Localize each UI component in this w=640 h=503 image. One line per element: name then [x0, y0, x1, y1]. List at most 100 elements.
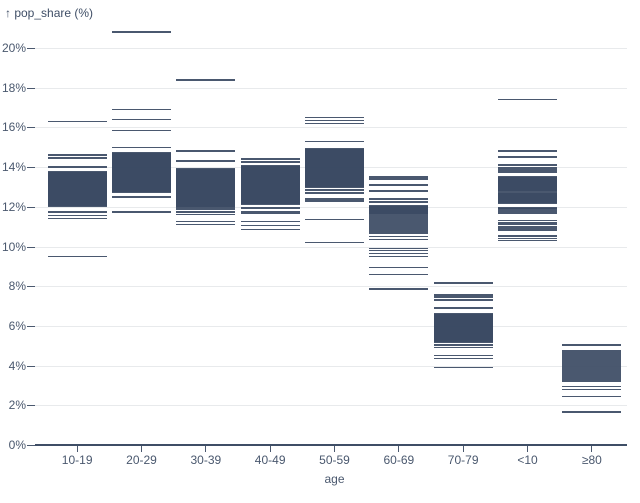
x-tick-label: 30-39 — [190, 453, 222, 467]
tick-mark — [498, 228, 557, 231]
y-gridline — [35, 405, 627, 407]
tick-mark — [47, 190, 107, 192]
tick-mark — [433, 326, 493, 328]
tick-mark — [305, 185, 364, 187]
tick-mark — [240, 167, 300, 169]
tick-mark — [562, 353, 622, 356]
tick-mark — [498, 185, 557, 187]
tick-mark — [305, 175, 364, 177]
tick-mark — [562, 366, 622, 369]
tick-mark — [433, 332, 493, 334]
tick-mark — [305, 155, 364, 157]
tick-mark — [433, 328, 493, 330]
tick-mark — [305, 158, 364, 160]
tick-mark — [305, 151, 364, 153]
tick-mark — [112, 175, 171, 177]
tick-mark — [562, 354, 622, 357]
tick-mark — [47, 202, 107, 204]
tick-mark — [305, 163, 364, 165]
tick-mark — [369, 215, 429, 218]
tick-mark — [369, 216, 429, 219]
tick-mark — [498, 188, 557, 190]
tick-mark — [433, 339, 493, 341]
tick-mark — [47, 179, 107, 181]
y-gridline — [35, 365, 627, 367]
tick-mark — [369, 235, 429, 238]
tick-mark — [305, 116, 364, 119]
tick-mark — [305, 169, 364, 171]
tick-mark — [305, 160, 364, 162]
tick-mark — [240, 199, 300, 201]
tick-mark — [240, 186, 300, 188]
tick-mark — [47, 172, 107, 174]
tick-mark — [562, 356, 622, 359]
tick-mark — [176, 206, 236, 208]
tick-mark — [47, 183, 107, 185]
tick-mark — [433, 346, 493, 349]
tick-mark — [240, 194, 300, 196]
y-gridline — [35, 286, 627, 288]
tick-mark — [112, 162, 171, 164]
y-tick-label: 6% — [8, 318, 26, 333]
x-tick-mark — [398, 446, 400, 452]
tick-mark — [176, 193, 236, 195]
tick-mark — [240, 173, 300, 175]
tick-mark — [176, 196, 236, 198]
tick-mark — [433, 336, 493, 338]
tick-mark — [176, 187, 236, 189]
tick-mark — [369, 224, 429, 227]
tick-mark — [112, 196, 171, 198]
tick-mark — [498, 226, 557, 229]
tick-mark — [112, 155, 171, 157]
tick-mark — [47, 195, 107, 197]
tick-mark — [305, 161, 364, 163]
y-tick-label: 0% — [8, 438, 26, 452]
tick-mark — [369, 238, 429, 241]
tick-mark — [433, 325, 493, 327]
tick-mark — [176, 220, 236, 223]
tick-mark — [498, 237, 557, 240]
tick-mark — [47, 217, 107, 220]
tick-mark — [433, 315, 493, 317]
tick-mark — [47, 178, 107, 180]
y-tick-mark — [27, 127, 35, 129]
tick-mark — [369, 210, 429, 212]
tick-mark — [305, 178, 364, 180]
tick-mark — [305, 173, 364, 175]
y-tick-mark — [27, 167, 35, 169]
tick-mark — [176, 178, 236, 180]
y-tick-label: 18% — [1, 80, 26, 95]
tick-mark — [305, 170, 364, 172]
tick-mark — [498, 169, 557, 171]
tick-mark — [176, 150, 236, 152]
tick-mark — [112, 173, 171, 175]
tick-mark — [433, 314, 493, 316]
tick-mark — [433, 329, 493, 331]
tick-mark — [562, 395, 622, 398]
tick-mark — [240, 201, 300, 203]
tick-mark — [240, 188, 300, 190]
tick-mark — [562, 385, 622, 388]
tick-mark — [240, 189, 300, 191]
tick-mark — [112, 180, 171, 182]
tick-mark — [369, 211, 429, 213]
tick-mark — [47, 204, 107, 206]
tick-mark — [498, 210, 557, 212]
tick-mark — [498, 171, 557, 173]
tick-mark — [305, 149, 364, 151]
tick-mark — [562, 374, 622, 377]
tick-mark — [369, 217, 429, 220]
tick-mark — [112, 152, 171, 154]
tick-mark — [305, 154, 364, 156]
tick-mark — [369, 198, 429, 200]
tick-mark — [305, 198, 364, 200]
tick-mark — [47, 187, 107, 189]
tick-mark — [498, 179, 557, 181]
tick-mark — [433, 323, 493, 325]
tick-mark — [240, 158, 300, 160]
tick-mark — [369, 226, 429, 229]
tick-mark — [240, 174, 300, 176]
tick-mark — [176, 179, 236, 181]
tick-mark — [176, 191, 236, 193]
tick-mark — [305, 180, 364, 182]
